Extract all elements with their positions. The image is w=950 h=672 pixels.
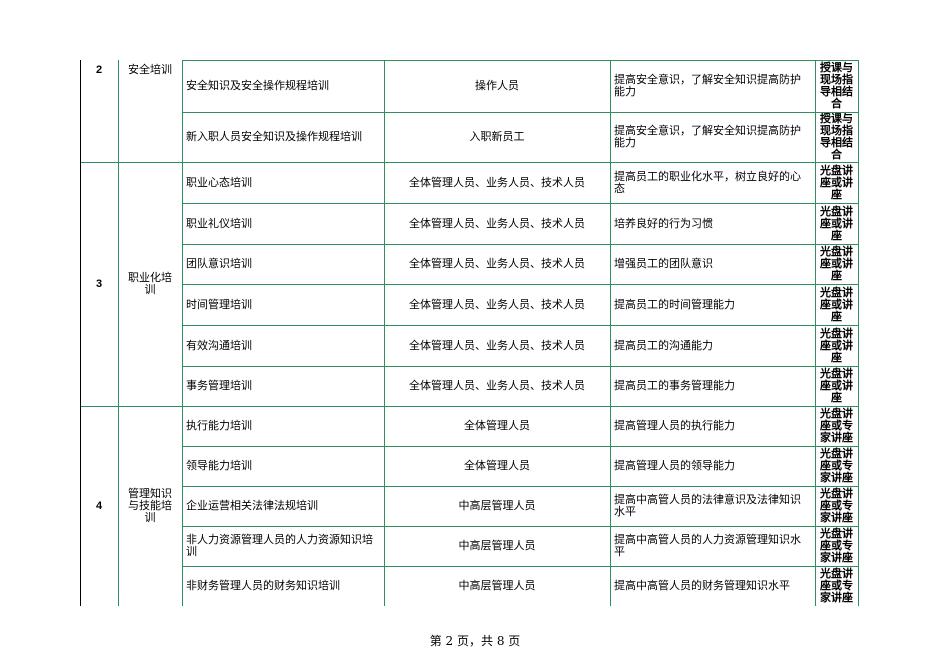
- goal: 提高员工的职业化水平，树立良好的心态: [614, 169, 801, 195]
- course-name: 企业运营相关法律法规培训: [186, 499, 318, 512]
- course-name: 非财务管理人员的财务知识培训: [186, 579, 340, 592]
- row-number: 4: [95, 500, 103, 512]
- method: 光盘讲座或讲座: [820, 245, 853, 282]
- category: 管理知识与技能培训: [128, 487, 172, 524]
- audience: 中高层管理人员: [458, 579, 536, 592]
- row-number: 3: [95, 278, 103, 290]
- course-name: 新入职人员安全知识及操作规程培训: [186, 130, 362, 143]
- goal: 提高员工的沟通能力: [614, 338, 713, 352]
- table-line: [182, 162, 858, 163]
- method: 光盘讲座或专家讲座: [820, 447, 853, 484]
- goal: 提高员工的事务管理能力: [614, 379, 735, 392]
- category: 职业化培训: [128, 271, 172, 296]
- goal: 提高中高管人员的人力资源管理知识水平: [614, 533, 801, 558]
- table-line: [182, 112, 858, 113]
- course-name: 安全知识及安全操作规程培训: [186, 79, 329, 92]
- audience: 全体管理人员、业务人员、技术人员: [409, 216, 585, 230]
- goal: 培养良好的行为习惯: [614, 216, 713, 230]
- audience: 全体管理人员、业务人员、技术人员: [409, 175, 585, 189]
- table-line: [182, 486, 858, 487]
- audience: 中高层管理人员: [458, 499, 536, 512]
- course-name: 领导能力培训: [186, 459, 252, 472]
- table-line: [815, 60, 816, 606]
- course-name: 职业心态培训: [186, 175, 252, 189]
- table-line: [182, 284, 858, 285]
- method: 光盘讲座或讲座: [820, 204, 853, 242]
- table-line: [182, 526, 858, 527]
- table-line: [80, 60, 81, 606]
- course-name: 团队意识培训: [186, 257, 252, 270]
- course-name: 职业礼仪培训: [186, 216, 252, 230]
- audience: 中高层管理人员: [458, 539, 536, 552]
- audience: 入职新员工: [469, 130, 525, 143]
- audience: 全体管理人员、业务人员、技术人员: [409, 379, 585, 392]
- method: 授课与现场指导相结合: [820, 112, 853, 161]
- table-line: [182, 203, 858, 204]
- page-footer: 第 2 页，共 8 页: [429, 634, 521, 648]
- method: 光盘讲座或讲座: [820, 367, 853, 404]
- goal: 增强员工的团队意识: [614, 257, 713, 270]
- table-line: [610, 60, 611, 606]
- goal: 提高安全意识，了解安全知识提高防护能力: [614, 124, 801, 149]
- row-number: 2: [95, 64, 103, 76]
- table-line: [182, 446, 858, 447]
- table-line: [182, 60, 183, 606]
- audience: 全体管理人员、业务人员、技术人员: [409, 297, 585, 311]
- method: 光盘讲座或讲座: [820, 326, 853, 364]
- course-name: 执行能力培训: [186, 419, 252, 432]
- course-name: 有效沟通培训: [186, 338, 252, 352]
- goal: 提高安全意识，了解安全知识提高防护能力: [614, 73, 801, 98]
- table-line: [858, 60, 859, 606]
- method: 光盘讲座或专家讲座: [820, 567, 853, 604]
- table-line: [182, 60, 858, 61]
- audience: 全体管理人员、业务人员、技术人员: [409, 257, 585, 270]
- method: 光盘讲座或讲座: [820, 285, 853, 323]
- method: 光盘讲座或讲座: [820, 163, 853, 201]
- goal: 提高中高管人员的财务管理知识水平: [614, 579, 790, 592]
- method: 光盘讲座或专家讲座: [820, 487, 853, 524]
- audience: 操作人员: [475, 79, 519, 92]
- course-name: 事务管理培训: [186, 379, 252, 392]
- method: 光盘讲座或专家讲座: [820, 527, 853, 564]
- audience: 全体管理人员: [464, 419, 530, 432]
- method: 授课与现场指导相结合: [820, 61, 853, 110]
- table-line: [118, 60, 119, 606]
- audience: 全体管理人员: [464, 459, 530, 472]
- table-line: [384, 60, 385, 606]
- method: 光盘讲座或专家讲座: [820, 407, 853, 444]
- table-line: [182, 244, 858, 245]
- goal: 提高管理人员的执行能力: [614, 419, 735, 432]
- table-line: [182, 406, 858, 407]
- audience: 全体管理人员、业务人员、技术人员: [409, 338, 585, 352]
- course-name: 时间管理培训: [186, 297, 252, 311]
- goal: 提高员工的时间管理能力: [614, 297, 735, 311]
- goal: 提高中高管人员的法律意识及法律知识水平: [614, 493, 801, 518]
- goal: 提高管理人员的领导能力: [614, 459, 735, 472]
- course-name: 非人力资源管理人员的人力资源知识培训: [186, 533, 373, 558]
- table-line: [182, 325, 858, 326]
- category: 安全培训: [128, 63, 172, 76]
- table-line: [182, 366, 858, 367]
- table-line: [182, 566, 858, 567]
